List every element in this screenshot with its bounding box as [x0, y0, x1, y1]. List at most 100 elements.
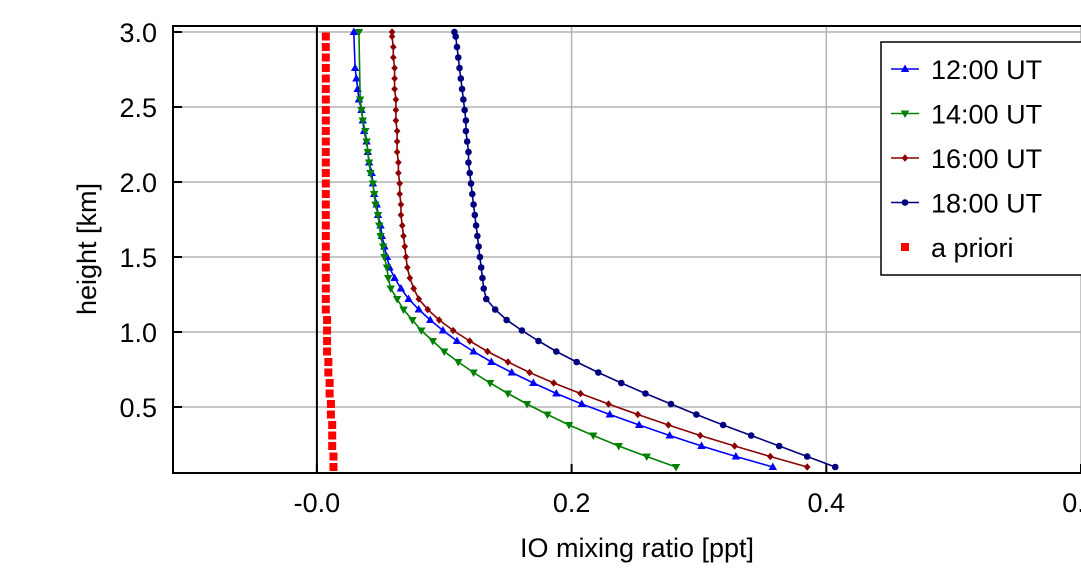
data-point-2-22: [400, 232, 407, 240]
data-point-3-37: [457, 75, 465, 82]
data-point-1-34: [357, 107, 366, 115]
data-point-3-0: [831, 463, 839, 471]
data-point-0-4: [634, 420, 644, 428]
data-point-4-10: [324, 358, 333, 366]
data-point-2-20: [402, 253, 410, 261]
data-point-1-9: [469, 369, 478, 377]
data-point-3-39: [454, 54, 462, 61]
data-point-1-14: [408, 317, 417, 325]
data-point-1-4: [564, 422, 574, 430]
x-tick-label-3: 0.6: [1062, 488, 1081, 518]
data-point-4-3: [328, 431, 337, 440]
data-point-4-18: [321, 274, 330, 282]
data-point-1-18: [384, 275, 393, 283]
legend-label-3: 18:00 UT: [931, 189, 1042, 219]
data-point-0-1: [731, 452, 741, 460]
series-line-2: [391, 32, 808, 468]
data-point-0-9: [507, 368, 516, 376]
series-line-3: [453, 31, 836, 468]
data-point-3-23: [472, 222, 480, 229]
tick-labels: 0.5 1.0 1.5 2.0 2.5 3.0 -0.0 0.2 0.4 0.6: [119, 18, 1081, 518]
x-tick-label-1: 0.2: [553, 488, 591, 518]
data-point-2-25: [397, 200, 405, 209]
data-point-3-35: [460, 96, 467, 103]
data-point-3-6: [667, 400, 675, 408]
data-point-1-25: [371, 201, 380, 209]
series-3: [451, 28, 839, 471]
data-point-1-16: [392, 296, 402, 304]
data-point-1-33: [358, 117, 367, 125]
y-tick-label-5: 3.0: [119, 18, 157, 48]
data-point-3-34: [461, 106, 468, 114]
data-point-4-5: [326, 410, 335, 419]
data-point-0-12: [452, 336, 462, 344]
data-point-2-8: [550, 379, 558, 387]
data-point-1-10: [454, 359, 463, 367]
data-point-4-15: [321, 305, 330, 314]
data-point-3-26: [468, 190, 476, 198]
data-point-1-15: [399, 306, 408, 314]
data-point-0-5: [605, 410, 615, 418]
data-point-0-18: [390, 273, 399, 281]
data-point-1-23: [375, 222, 384, 230]
data-point-3-7: [642, 390, 649, 397]
data-point-2-0: [803, 463, 811, 471]
data-point-3-33: [462, 117, 470, 124]
data-point-3-28: [466, 169, 474, 177]
data-point-2-30: [393, 148, 401, 156]
data-point-0-13: [438, 326, 448, 334]
data-point-2-15: [424, 305, 431, 314]
data-point-0-16: [404, 294, 413, 302]
legend-item-2: 16:00 UT: [891, 144, 1042, 174]
data-point-3-29: [465, 159, 472, 166]
data-point-3-31: [463, 138, 471, 145]
data-point-3-12: [535, 337, 542, 345]
data-point-2-10: [504, 358, 512, 366]
data-point-0-3: [665, 431, 674, 439]
data-point-0-6: [577, 399, 586, 407]
data-point-1-21: [378, 243, 388, 251]
y-tick-label-0: 0.5: [119, 393, 157, 423]
data-point-4-1: [329, 452, 338, 461]
data-point-4-21: [321, 242, 330, 251]
data-point-3-22: [474, 232, 481, 240]
data-point-3-27: [467, 180, 475, 187]
data-point-4-9: [324, 368, 333, 377]
data-point-1-32: [361, 128, 370, 136]
legend-label-0: 12:00 UT: [931, 55, 1042, 85]
data-point-3-1: [803, 453, 811, 460]
data-point-2-5: [634, 410, 642, 419]
legend-label-2: 16:00 UT: [931, 144, 1042, 174]
data-point-4-22: [321, 232, 330, 240]
data-point-3-30: [465, 148, 472, 156]
data-point-0-7: [552, 389, 561, 397]
legend-marker-3: [901, 199, 909, 206]
data-point-4-6: [326, 400, 335, 408]
data-point-3-15: [491, 306, 499, 313]
data-point-2-38: [391, 64, 398, 72]
data-point-2-9: [526, 368, 533, 377]
data-point-4-39: [321, 53, 330, 62]
series-2: [388, 28, 811, 471]
data-point-0-0: [768, 462, 778, 470]
data-point-4-12: [323, 337, 332, 345]
data-point-4-34: [321, 106, 330, 114]
legend-marker-1: [900, 110, 910, 118]
data-point-4-31: [321, 137, 330, 146]
data-point-4-13: [323, 326, 332, 335]
data-point-4-29: [321, 158, 330, 167]
data-point-3-13: [518, 327, 526, 334]
data-point-0-10: [487, 357, 496, 365]
data-point-3-21: [475, 243, 482, 250]
data-point-3-18: [479, 274, 486, 282]
data-point-2-7: [577, 389, 584, 398]
data-point-4-36: [321, 85, 330, 93]
y-tick-label-4: 2.5: [119, 93, 157, 123]
data-point-1-13: [417, 327, 426, 335]
data-point-2-16: [415, 295, 423, 303]
data-point-4-28: [321, 169, 330, 177]
data-point-3-4: [719, 421, 727, 429]
data-point-3-10: [573, 358, 580, 366]
data-point-4-25: [321, 200, 330, 209]
data-point-3-20: [476, 253, 484, 261]
